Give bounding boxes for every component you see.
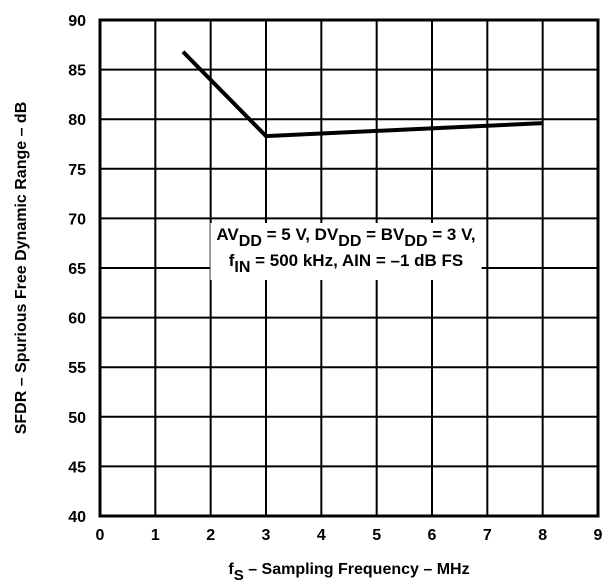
x-axis-label: fS – Sampling Frequency – MHz [228, 561, 469, 584]
x-tick-labels: 0 1 2 3 4 5 6 7 8 9 [96, 527, 603, 544]
x-tick-label: 5 [372, 527, 381, 544]
annotation: AVDD​ = 5 V, DVDD​ = BVDD​ = 3 V,fIN​ = … [216, 225, 475, 276]
x-tick-label: 7 [483, 527, 492, 544]
y-axis-label: SFDR – Spurious Free Dynamic Range – dB [13, 102, 30, 435]
y-tick-label: 70 [68, 211, 86, 228]
y-tick-label: 40 [68, 509, 86, 526]
y-tick-label: 80 [68, 112, 86, 129]
x-tick-label: 2 [206, 527, 215, 544]
x-tick-label: 0 [96, 527, 105, 544]
series-layer [181, 50, 543, 139]
annotation-line: AVDD​ = 5 V, DVDD​ = BVDD​ = 3 V, [216, 225, 475, 250]
plot-frame [98, 18, 600, 518]
y-tick-label: 85 [68, 63, 86, 80]
y-tick-label: 50 [68, 410, 86, 427]
series-line [181, 50, 543, 139]
x-tick-label: 3 [262, 527, 271, 544]
x-tick-label: 1 [151, 527, 160, 544]
x-tick-label: 9 [594, 527, 603, 544]
y-tick-label: 60 [68, 311, 86, 328]
y-tick-labels: 40 45 50 55 60 65 70 75 80 85 90 [68, 13, 86, 526]
y-tick-label: 90 [68, 13, 86, 30]
y-tick-label: 45 [68, 459, 86, 476]
y-tick-label: 65 [68, 261, 86, 278]
x-tick-label: 8 [538, 527, 547, 544]
annotation-line: fIN​ = 500 kHz, AIN = –1 dB FS [229, 251, 464, 276]
y-tick-label: 55 [68, 360, 86, 377]
x-tick-label: 4 [317, 527, 326, 544]
x-tick-label: 6 [428, 527, 437, 544]
annotation-background [210, 223, 482, 280]
y-tick-label: 75 [68, 162, 86, 179]
